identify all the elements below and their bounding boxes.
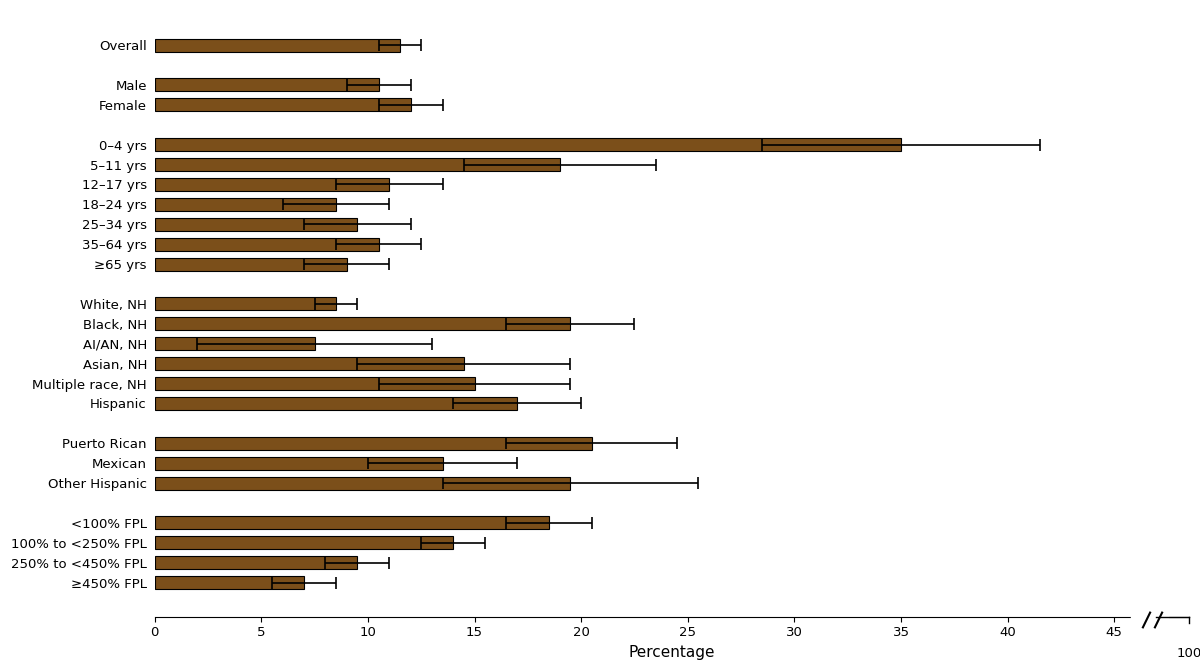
Bar xyxy=(155,556,358,569)
Bar xyxy=(155,576,304,589)
Bar xyxy=(155,317,570,330)
Bar xyxy=(155,517,550,529)
Bar xyxy=(155,79,378,91)
Bar xyxy=(155,437,592,450)
X-axis label: Percentage: Percentage xyxy=(629,645,715,660)
Bar xyxy=(155,138,901,151)
Bar xyxy=(155,457,443,470)
Bar xyxy=(155,397,517,410)
Text: 100: 100 xyxy=(1176,647,1200,660)
Bar xyxy=(155,377,474,390)
Bar xyxy=(155,258,347,270)
Bar xyxy=(155,39,400,52)
Bar xyxy=(155,158,560,171)
Bar xyxy=(155,297,336,311)
Bar xyxy=(155,476,570,490)
Bar xyxy=(155,338,314,350)
Bar xyxy=(155,218,358,231)
Bar xyxy=(155,357,464,370)
Bar xyxy=(155,178,389,191)
Bar xyxy=(155,238,378,251)
Bar xyxy=(155,99,410,111)
Bar xyxy=(155,198,336,211)
Bar xyxy=(155,536,454,550)
